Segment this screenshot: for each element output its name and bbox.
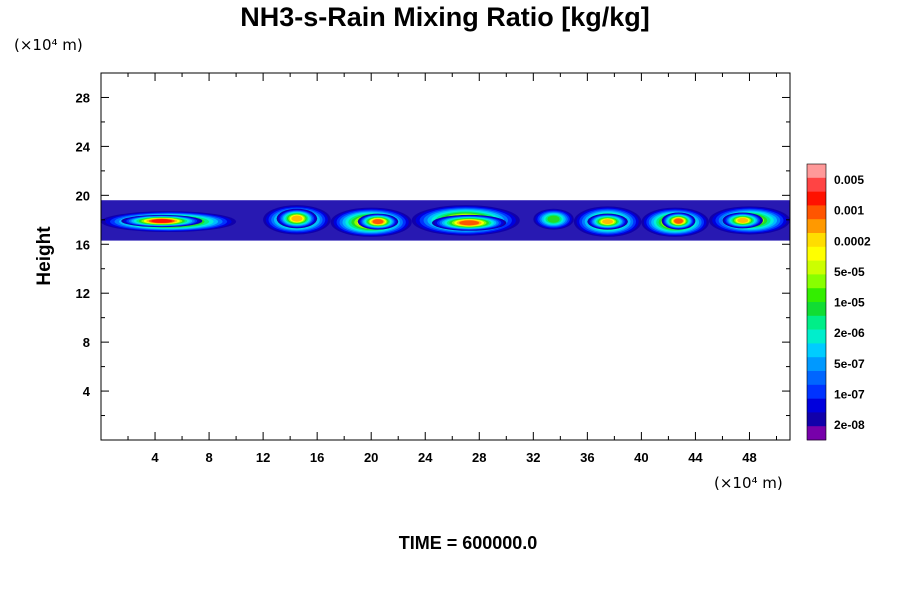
colorbar-label: 2e-06 <box>834 326 865 340</box>
x-tick-label: 36 <box>580 450 594 465</box>
colorbar-swatch <box>807 315 826 330</box>
colorbar-label: 2e-08 <box>834 418 865 432</box>
colorbar-frame <box>806 163 827 441</box>
field-band-12-level-11 <box>674 218 684 224</box>
colorbar-label: 0.0002 <box>834 234 871 248</box>
colorbar-label: 1e-05 <box>834 296 865 310</box>
colorbar-swatch <box>807 371 826 386</box>
colorbar-swatch <box>807 384 826 399</box>
colorbar-label: 0.005 <box>834 173 864 187</box>
field-band-14-level-10 <box>737 217 749 223</box>
y-tick-label: 24 <box>76 139 91 154</box>
colorbar-swatch <box>807 329 826 344</box>
colorbar-label: 1e-07 <box>834 387 865 401</box>
colorbar-swatch <box>807 164 826 179</box>
colorbar-swatch <box>807 426 826 441</box>
y-tick-label: 28 <box>76 90 90 105</box>
x-tick-label: 24 <box>418 450 433 465</box>
colorbar-label: 5e-05 <box>834 265 865 279</box>
colorbar-swatch <box>807 260 826 275</box>
colorbar: 0.005 0.001 0.0002 5e-05 1e-05 2e-06 5e-07 1e-0… <box>806 163 871 441</box>
field-band-10-level-10 <box>602 219 614 225</box>
plot-frame <box>100 72 791 441</box>
plot-area <box>101 73 790 440</box>
chart-title: NH3-s-Rain Mixing Ratio [kg/kg] <box>240 2 650 32</box>
x-tick-label: 44 <box>688 450 703 465</box>
colorbar-label: 5e-07 <box>834 357 865 371</box>
colorbar-swatch <box>807 205 826 220</box>
y-tick-label: 4 <box>83 384 91 399</box>
y-tick-label: 16 <box>76 237 90 252</box>
x-tick-label: 4 <box>151 450 159 465</box>
field-band-5-level-11 <box>372 219 384 225</box>
mixing-ratio-field <box>101 200 790 241</box>
y-tick-label: 12 <box>76 286 90 301</box>
colorbar-swatch <box>807 233 826 248</box>
colorbar-swatch <box>807 288 826 303</box>
y-unit-label: (×10⁴ m) <box>14 36 83 54</box>
field-band-8-level-7 <box>547 215 560 223</box>
colorbar-swatch <box>807 246 826 261</box>
x-tick-label: 40 <box>634 450 648 465</box>
y-axis-label: Height <box>34 226 55 286</box>
field-band-3-level-10 <box>291 215 303 222</box>
x-tick-label: 48 <box>742 450 756 465</box>
colorbar-swatch <box>807 177 826 192</box>
x-unit-label: (×10⁴ m) <box>714 474 783 492</box>
x-tick-label: 32 <box>526 450 540 465</box>
colorbar-swatch <box>807 412 826 427</box>
colorbar-label: 0.001 <box>834 204 864 218</box>
colorbar-swatch <box>807 274 826 289</box>
time-footer: TIME = 600000.0 <box>399 533 538 553</box>
x-tick-label: 20 <box>364 450 378 465</box>
colorbar-swatch <box>807 191 826 206</box>
x-tick-label: 12 <box>256 450 270 465</box>
x-tick-label: 16 <box>310 450 324 465</box>
field-band-7-level-11 <box>459 220 480 226</box>
colorbar-swatch <box>807 219 826 234</box>
x-tick-label: 28 <box>472 450 486 465</box>
y-tick-label: 20 <box>76 188 90 203</box>
field-band-1-level-12 <box>151 219 173 223</box>
colorbar-swatch <box>807 398 826 413</box>
y-tick-label: 8 <box>83 335 90 350</box>
colorbar-swatch <box>807 357 826 372</box>
x-tick-label: 8 <box>205 450 212 465</box>
colorbar-swatch <box>807 302 826 317</box>
plot-background <box>101 73 790 440</box>
colorbar-swatch <box>807 343 826 358</box>
